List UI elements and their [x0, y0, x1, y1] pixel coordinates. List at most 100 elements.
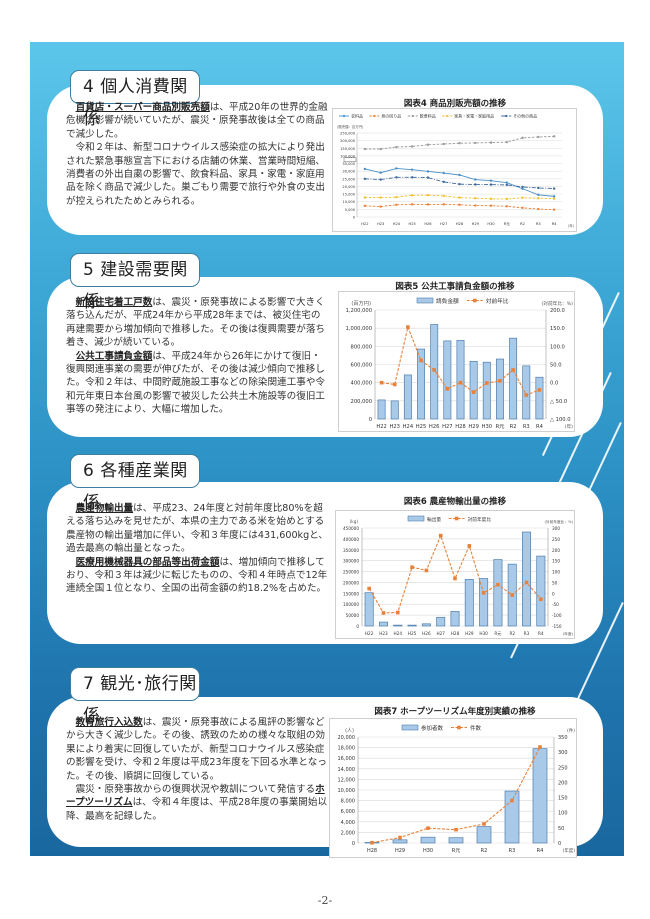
svg-text:H27: H27: [436, 631, 445, 636]
keyword: 農産物輸出量: [75, 503, 134, 514]
svg-text:R3: R3: [523, 424, 530, 430]
svg-text:H25: H25: [408, 631, 417, 636]
svg-text:200,000: 200,000: [340, 139, 356, 143]
svg-text:250: 250: [552, 537, 560, 542]
svg-text:200: 200: [558, 780, 568, 786]
svg-text:H30: H30: [479, 631, 488, 636]
svg-text:(百万円): (百万円): [351, 300, 371, 307]
svg-text:H22: H22: [361, 222, 368, 226]
svg-text:件数: 件数: [470, 724, 482, 732]
svg-text:0.0: 0.0: [550, 381, 558, 387]
svg-text:H23: H23: [379, 631, 388, 636]
svg-text:△ 50.0: △ 50.0: [550, 399, 567, 405]
svg-text:H24: H24: [393, 222, 401, 226]
page-number: -2-: [317, 894, 333, 907]
svg-text:R2: R2: [509, 631, 515, 636]
svg-text:300: 300: [552, 526, 560, 531]
chart-sales-by-product: 0 5,000 10,000 15,000 20,000 25,000 30,000 35,0…: [332, 108, 577, 232]
svg-text:H22: H22: [365, 631, 374, 636]
section-heading: 7 観光･旅行関係: [70, 667, 200, 726]
svg-text:(対前年比：%): (対前年比：%): [541, 300, 573, 307]
svg-text:150: 150: [558, 796, 568, 802]
svg-text:200000: 200000: [343, 580, 359, 585]
svg-text:30,000: 30,000: [342, 170, 355, 174]
svg-text:その他の商品: その他の商品: [513, 113, 537, 119]
svg-text:-100: -100: [552, 613, 562, 618]
svg-text:H23: H23: [377, 222, 384, 226]
svg-text:4,000: 4,000: [341, 820, 355, 826]
svg-text:輸出量: 輸出量: [427, 516, 441, 523]
svg-text:10,000: 10,000: [338, 788, 356, 794]
paragraph: 令和２年は、新型コロナウイルス感染症の拡大により発出された緊急事態宣言下における…: [66, 142, 326, 207]
svg-text:20,000: 20,000: [342, 185, 355, 189]
svg-text:対前年比: 対前年比: [486, 297, 509, 305]
svg-text:0: 0: [353, 216, 356, 220]
chart-title: 図表6 農産物輸出量の推移: [403, 497, 507, 507]
svg-text:14,000: 14,000: [338, 767, 356, 773]
svg-text:0: 0: [369, 417, 372, 423]
svg-text:(年度): (年度): [563, 631, 574, 636]
svg-text:250000: 250000: [343, 570, 359, 575]
svg-text:400,000: 400,000: [351, 381, 372, 387]
svg-text:H22: H22: [376, 424, 387, 430]
svg-text:100,000: 100,000: [340, 154, 356, 158]
svg-text:H28: H28: [367, 848, 377, 854]
section-body: 教育旅行入込数は、震災・原発事故による風評の影響などから大きく減少した。その後、…: [66, 716, 328, 823]
chart-agri-exports: (kg) (対前年度比：%) 0 50000 100000 150000 200000 250…: [335, 510, 575, 639]
svg-text:R3: R3: [536, 222, 541, 226]
svg-text:150,000: 150,000: [340, 147, 356, 151]
svg-text:300: 300: [558, 750, 568, 756]
svg-text:R2: R2: [481, 848, 488, 854]
svg-text:(年): (年): [565, 423, 574, 430]
svg-text:(件): (件): [567, 727, 575, 734]
svg-text:身の回り品: 身の回り品: [381, 113, 401, 119]
svg-text:350: 350: [558, 735, 568, 741]
svg-text:250,000: 250,000: [340, 132, 356, 136]
paragraph: 震災・原発事故からの復興状況や教訓について発信するホープツーリズムは、令和４年度…: [66, 784, 328, 822]
svg-text:H24: H24: [403, 424, 414, 430]
svg-text:R元: R元: [496, 423, 505, 430]
svg-text:(販売額：百万円): (販売額：百万円): [337, 124, 364, 129]
chart-hope-tourism: (人) (件) 0 2,000 4,000 6,000 8,000 10,000 12,000 1…: [329, 718, 577, 858]
svg-text:300000: 300000: [343, 559, 359, 564]
paragraph: 公共工事請負金額は、平成24年から26年にかけて復旧・復興関連事業の需要が伸びた…: [66, 350, 326, 416]
paragraph: 百貨店・スーパー商品別販売額は、平成20年の世界的金融危機の影響が続いていたが、…: [66, 102, 328, 140]
svg-text:0: 0: [352, 841, 355, 847]
svg-text:18,000: 18,000: [338, 746, 356, 752]
svg-text:H29: H29: [472, 222, 480, 226]
keyword: 公共工事請負金額: [75, 350, 153, 362]
svg-text:H30: H30: [482, 424, 493, 430]
svg-text:1,000,000: 1,000,000: [346, 326, 372, 332]
svg-text:H27: H27: [440, 222, 447, 226]
svg-text:H25: H25: [416, 424, 427, 430]
svg-text:H28: H28: [456, 222, 464, 226]
svg-text:(人): (人): [345, 728, 354, 734]
svg-text:20,000: 20,000: [338, 735, 356, 741]
svg-text:0: 0: [558, 841, 561, 847]
svg-text:800,000: 800,000: [351, 344, 372, 350]
svg-text:H25: H25: [409, 222, 416, 226]
svg-text:(対前年度比：%): (対前年度比：%): [544, 519, 573, 524]
svg-text:50.0: 50.0: [550, 363, 562, 369]
svg-text:150000: 150000: [343, 591, 359, 596]
svg-text:-50: -50: [552, 602, 559, 607]
section-body: 新設住宅着工戸数は、震災・原発事故による影響で大きく落ち込んだが、平成24年から…: [66, 296, 328, 417]
svg-text:H29: H29: [465, 631, 474, 636]
svg-text:R元: R元: [504, 222, 510, 226]
svg-text:5,000: 5,000: [345, 208, 356, 212]
chart-title: 図表5 公共工事請負金額の推移: [395, 282, 515, 292]
svg-text:6,000: 6,000: [341, 809, 355, 815]
svg-text:450000: 450000: [343, 526, 359, 531]
svg-text:R元: R元: [494, 631, 501, 637]
svg-text:R4: R4: [538, 631, 544, 636]
keyword: 教育旅行入込数: [75, 717, 143, 728]
keyword: 百貨店・スーパー商品別販売額: [75, 102, 210, 113]
svg-text:H28: H28: [451, 631, 460, 636]
svg-text:H26: H26: [429, 424, 440, 430]
svg-text:150.0: 150.0: [550, 326, 565, 332]
svg-text:50: 50: [552, 580, 558, 585]
svg-text:R3: R3: [524, 631, 530, 636]
chart-public-works: (百万円) (対前年比：%) 0 200,000 400,000 600,000 800,0…: [338, 291, 575, 432]
svg-text:R4: R4: [536, 424, 544, 430]
svg-text:R2: R2: [520, 222, 525, 226]
